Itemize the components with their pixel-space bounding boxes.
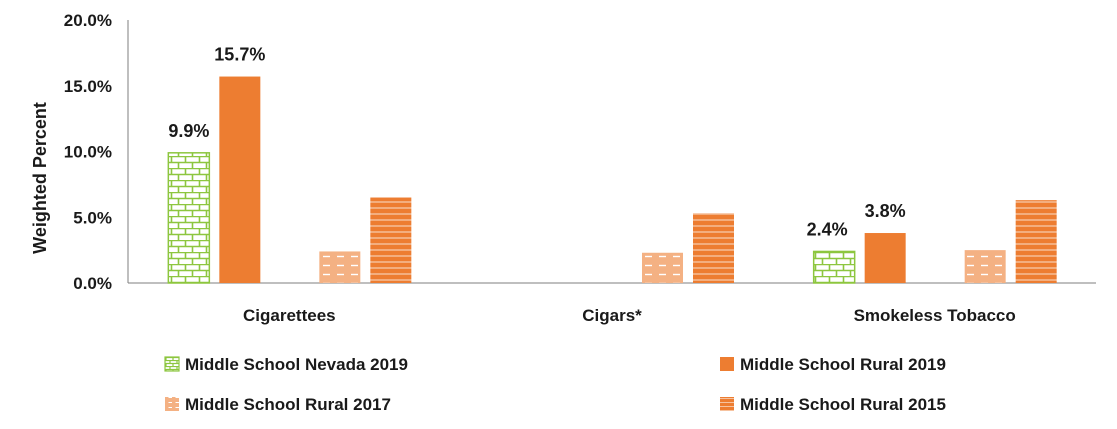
legend-item: Middle School Rural 2019: [720, 355, 946, 374]
data-label: 2.4%: [807, 219, 848, 239]
bar: [319, 251, 361, 283]
bar: [964, 250, 1006, 283]
bar: [219, 76, 261, 283]
bar: [1015, 200, 1057, 283]
legend-label: Middle School Nevada 2019: [185, 355, 408, 374]
y-axis-label: Weighted Percent: [30, 102, 50, 254]
x-tick-label: Smokeless Tobacco: [854, 306, 1016, 325]
bar: [693, 213, 734, 283]
legend-label: Middle School Rural 2015: [740, 395, 946, 414]
legend-label: Middle School Rural 2017: [185, 395, 391, 414]
x-tick-label: Cigars*: [582, 306, 642, 325]
bars: [167, 76, 1057, 284]
y-tick-label: 10.0%: [64, 143, 112, 162]
bar: [167, 152, 211, 284]
y-tick-label: 0.0%: [73, 274, 112, 293]
legend-label: Middle School Rural 2019: [740, 355, 946, 374]
y-tick-label: 5.0%: [73, 208, 112, 227]
bar: [642, 252, 683, 283]
bar: [370, 197, 412, 283]
bar: [864, 233, 906, 283]
legend-swatch: [164, 356, 180, 372]
legend-item: Middle School Rural 2015: [720, 395, 946, 414]
legend-item: Middle School Rural 2017: [165, 395, 391, 414]
data-label: 15.7%: [214, 45, 265, 65]
axes: 0.0% 5.0% 10.0% 15.0% 20.0% Cigarettees Cigars…: [64, 11, 1096, 325]
y-tick-label: 20.0%: [64, 11, 112, 30]
legend-swatch: [720, 357, 734, 371]
legend-swatch: [165, 397, 179, 411]
data-label: 3.8%: [865, 201, 906, 221]
data-label: 9.9%: [168, 121, 209, 141]
bar: [812, 250, 856, 284]
data-labels: 9.9% 2.4% 15.7% 3.8%: [168, 45, 905, 240]
legend: Middle School Nevada 2019 Middle School R…: [164, 355, 946, 414]
x-tick-label: Cigarettees: [243, 306, 336, 325]
y-tick-label: 15.0%: [64, 77, 112, 96]
legend-swatch: [720, 397, 734, 411]
legend-item: Middle School Nevada 2019: [164, 355, 408, 374]
